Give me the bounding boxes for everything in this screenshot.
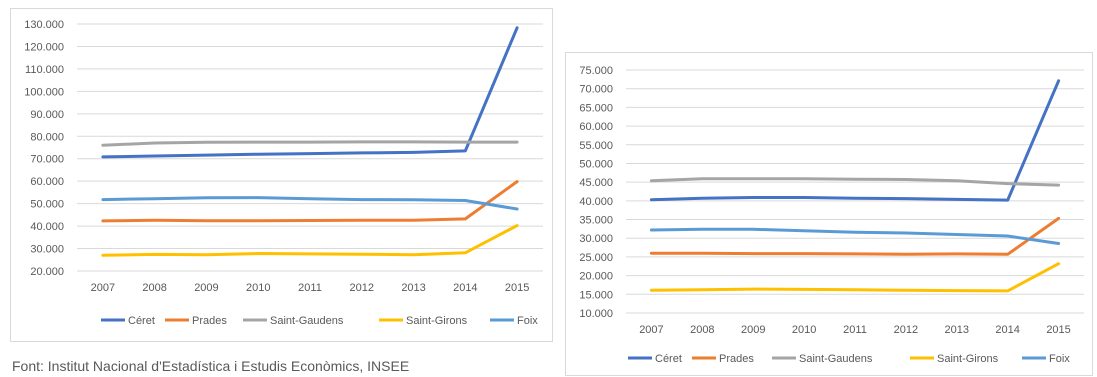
y-tick-label: 40.000 <box>30 221 64 233</box>
legend-label: Céret <box>128 315 155 327</box>
y-tick-label: 25.000 <box>579 252 613 264</box>
series-line-c-ret <box>101 26 519 159</box>
y-tick-label: 30.000 <box>579 233 613 245</box>
x-tick-label: 2007 <box>639 324 663 336</box>
y-tick-label: 60.000 <box>579 121 613 133</box>
series-line-prades <box>101 180 519 223</box>
x-tick-label: 2008 <box>142 282 166 294</box>
legend-label: Foix <box>517 315 538 327</box>
series-line-foix <box>649 227 1061 245</box>
legend-label: Prades <box>719 353 754 365</box>
source-note: Font: Institut Nacional d'Estadística i … <box>12 358 410 374</box>
legend-label: Saint-Gaudens <box>270 315 344 327</box>
y-tick-label: 20.000 <box>30 266 64 278</box>
chart-left: 20.000 30.000 40.000 50.000 60.000 70.000 80.0… <box>10 8 553 342</box>
x-tick-label: 2012 <box>894 324 918 336</box>
y-tick-label: 40.000 <box>579 196 613 208</box>
y-tick-label: 55.000 <box>579 140 613 152</box>
y-tick-label: 120.000 <box>24 41 64 53</box>
y-tick-label: 65.000 <box>579 102 613 114</box>
y-tick-label: 70.000 <box>579 84 613 96</box>
x-tick-label: 2012 <box>350 282 374 294</box>
x-tick-label: 2011 <box>843 324 867 336</box>
y-tick-label: 100.000 <box>24 86 64 98</box>
series-line-saint-girons <box>101 224 519 257</box>
x-tick-label: 2009 <box>741 324 765 336</box>
y-tick-label: 90.000 <box>30 109 64 121</box>
y-tick-label: 70.000 <box>30 154 64 166</box>
x-tick-label: 2010 <box>246 282 270 294</box>
series-line-saint-girons <box>649 262 1061 293</box>
chart-right: 10.000 15.000 20.000 25.000 30.000 35.000 40.0… <box>565 52 1093 376</box>
series-line-saint-gaudens <box>649 177 1061 187</box>
x-tick-label: 2014 <box>995 324 1019 336</box>
y-tick-label: 35.000 <box>579 215 613 227</box>
x-tick-label: 2010 <box>792 324 816 336</box>
x-tick-label: 2007 <box>91 282 115 294</box>
legend-label: Céret <box>655 353 682 365</box>
y-tick-label: 50.000 <box>579 158 613 170</box>
x-tick-label: 2013 <box>401 282 425 294</box>
y-tick-label: 30.000 <box>30 244 64 256</box>
series-line-c-ret <box>649 79 1061 202</box>
x-tick-label: 2009 <box>194 282 218 294</box>
x-tick-label: 2015 <box>1046 324 1070 336</box>
x-tick-label: 2015 <box>505 282 529 294</box>
y-tick-label: 10.000 <box>579 308 613 320</box>
legend-label: Saint-Gaudens <box>799 353 873 365</box>
y-tick-label: 110.000 <box>25 64 64 76</box>
y-tick-label: 45.000 <box>579 177 613 189</box>
legend-label: Saint-Girons <box>937 353 999 365</box>
chart-left-plot: 20.000 30.000 40.000 50.000 60.000 70.000 80.0… <box>24 19 543 327</box>
legend-label: Saint-Girons <box>406 315 468 327</box>
y-tick-label: 75.000 <box>579 65 613 77</box>
x-tick-label: 2013 <box>945 324 969 336</box>
x-tick-label: 2008 <box>690 324 714 336</box>
legend-label: Prades <box>192 315 227 327</box>
y-tick-label: 130.000 <box>24 19 64 31</box>
x-tick-label: 2011 <box>298 282 322 294</box>
x-tick-label: 2014 <box>453 282 477 294</box>
series-line-saint-gaudens <box>101 140 519 147</box>
y-tick-label: 60.000 <box>30 176 64 188</box>
series-line-prades <box>649 216 1061 256</box>
y-tick-label: 15.000 <box>579 289 613 301</box>
y-tick-label: 50.000 <box>30 199 64 211</box>
chart-right-plot: 10.000 15.000 20.000 25.000 30.000 35.000 40.0… <box>579 65 1084 365</box>
y-tick-label: 80.000 <box>30 131 64 143</box>
legend-label: Foix <box>1049 353 1070 365</box>
y-tick-label: 20.000 <box>579 271 613 283</box>
series-line-foix <box>101 196 519 211</box>
